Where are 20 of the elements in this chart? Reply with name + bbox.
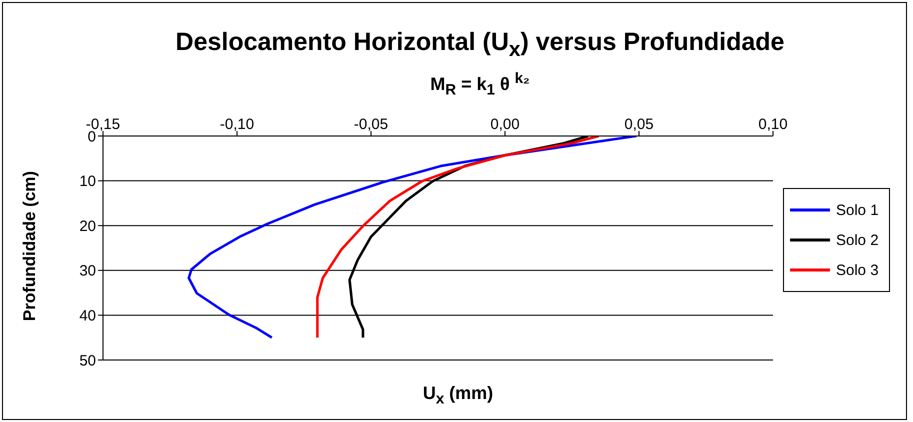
x-tick-label: -0,10 [220, 116, 254, 133]
y-tick-label: 40 [79, 308, 96, 325]
x-tick-label: 0,00 [490, 116, 520, 133]
chart-subtitle: M$_{R}$ = k$_{1}$ θ $^{k₂}$ [429, 70, 531, 99]
y-tick-label: 10 [79, 173, 96, 190]
line-series [316, 136, 600, 339]
line-series [188, 136, 638, 339]
x-tick-label: -0,05 [354, 116, 388, 133]
legend-label: Solo 3 [836, 262, 879, 278]
legend-label: Solo 2 [836, 232, 879, 248]
x-tick-label: 0,10 [758, 116, 788, 133]
chart-title: Deslocamento Horizontal (U$_{x}$) versus Profundidade [174, 28, 786, 62]
y-tick-label: 0 [88, 128, 96, 146]
x-tick-label: 0,05 [624, 116, 654, 133]
legend-label: Solo 1 [836, 202, 879, 218]
y-tick-label: 50 [79, 352, 96, 370]
y-axis-title: Profundidade (cm) [20, 170, 40, 324]
y-tick-label: 20 [79, 218, 96, 235]
x-axis-title: U$_{x}$ (mm) [422, 383, 494, 408]
y-tick-label: 30 [79, 262, 96, 280]
